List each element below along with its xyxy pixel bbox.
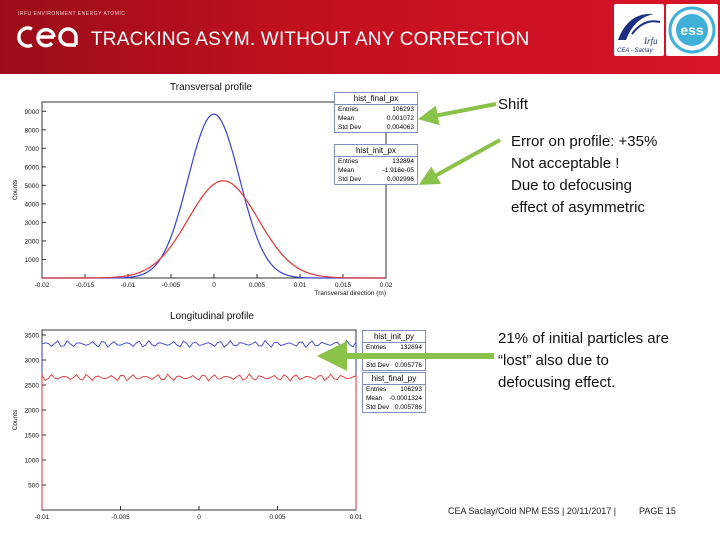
y-tick-label: 3000 — [25, 220, 40, 227]
longitudinal-chart: 500 1000 1500 2000 2500 3000 3500 -0.01 -0.005 0 0… — [12, 329, 363, 521]
x-tick-label: -0.02 — [35, 282, 50, 289]
stat-box-name: hist_final_px — [335, 93, 417, 105]
stat-row: Mean -1.916e-05 — [338, 167, 414, 174]
y-tick-label: 9000 — [25, 109, 40, 116]
stat-row: Entries 106293 — [338, 106, 414, 113]
stat-row: Mean 1.518e-05 — [366, 353, 422, 360]
shift-arrow — [418, 102, 497, 126]
lost-note: 21% of initial particles are “lost” also… — [498, 330, 669, 391]
stat-box-init-py: hist_init_py Entries 132894 Mean 1.518e-05… — [362, 330, 426, 371]
x-tick-label: 0.005 — [269, 514, 286, 521]
x-tick-label: 0.005 — [249, 282, 266, 289]
header-top-text: IRFU ENVIRONMENT ENERGY ATOMIC — [18, 11, 126, 17]
y-axis-label: Counts — [12, 179, 19, 200]
cea-logo — [17, 26, 78, 48]
y-tick-label: 6000 — [25, 164, 40, 171]
series-line-hist_final_px — [42, 180, 386, 279]
y-tick-label: 2000 — [25, 238, 40, 245]
stat-row: Entries 132894 — [366, 344, 422, 351]
x-tick-label: -0.015 — [76, 282, 95, 289]
x-tick-label: -0.005 — [111, 514, 130, 521]
shift-note: Shift — [498, 96, 529, 113]
series-line-hist_final_py — [41, 373, 357, 510]
x-tick-label: 0.015 — [335, 282, 352, 289]
svg-text:Irfu: Irfu — [643, 36, 658, 46]
ess-logo: ess — [666, 4, 718, 56]
stat-row: Mean -0.0001324 — [366, 395, 422, 402]
stat-row: Entries 132894 — [338, 158, 414, 165]
stat-box-init-px: hist_init_px Entries 132894 Mean -1.916e-0… — [334, 144, 418, 185]
x-tick-label: -0.01 — [35, 514, 50, 521]
stat-box-final-py: hist_final_py Entries 106293 Mean -0.00013… — [362, 372, 426, 413]
irfu-label: CEA - Saclay — [617, 48, 653, 54]
x-tick-label: 0.02 — [380, 282, 393, 289]
stat-box-name: hist_init_py — [363, 331, 425, 343]
x-tick-label: 0.01 — [294, 282, 307, 289]
x-tick-label: 0.01 — [350, 514, 363, 521]
stat-box-name: hist_init_px — [335, 145, 417, 157]
y-tick-label: 3000 — [25, 358, 40, 365]
irfu-logo: Irfu CEA - Saclay — [614, 4, 664, 56]
stat-box-final-px: hist_final_px Entries 106293 Mean 0.001072… — [334, 92, 418, 133]
transversal-title: Transversal profile — [170, 82, 252, 93]
error-arrow — [418, 138, 501, 185]
transversal-plot: Transversal profile 1000 2000 3000 4000 5000… — [8, 80, 418, 300]
y-tick-label: 1000 — [25, 458, 40, 465]
stat-row: Std Dev 0.004063 — [338, 124, 414, 131]
y-tick-label: 7000 — [25, 146, 40, 153]
stat-row: Entries 106293 — [366, 386, 422, 393]
longitudinal-plot: Longitudinal profile 500 1000 1500 2000 2500… — [8, 310, 426, 522]
y-tick-label: 2000 — [25, 408, 40, 415]
y-tick-label: 5000 — [25, 183, 40, 190]
svg-text:ess: ess — [680, 22, 704, 38]
plot-frame — [41, 329, 357, 511]
page-number: PAGE 15 — [639, 506, 676, 516]
y-tick-label: 500 — [28, 483, 39, 490]
stat-row: Std Dev 0.005786 — [366, 404, 422, 411]
stat-row: Std Dev 0.005776 — [366, 362, 422, 369]
x-tick-label: 0 — [212, 282, 216, 289]
x-tick-label: -0.005 — [162, 282, 181, 289]
series-line-hist_init_py — [41, 339, 357, 510]
stat-box-name: hist_final_py — [363, 373, 425, 385]
stat-row: Std Dev 0.002996 — [338, 176, 414, 183]
longitudinal-title: Longitudinal profile — [170, 311, 254, 322]
y-tick-label: 8000 — [25, 127, 40, 134]
error-note: Error on profile: +35% Not acceptable ! … — [511, 133, 658, 216]
y-tick-label: 1000 — [25, 257, 40, 264]
series-line-hist_init_px — [42, 113, 386, 279]
x-tick-label: 0 — [197, 514, 201, 521]
header-banner: IRFU ENVIRONMENT ENERGY ATOMIC TRACKING … — [0, 0, 720, 74]
y-tick-label: 1500 — [25, 433, 40, 440]
transversal-chart: 1000 2000 3000 4000 5000 6000 7000 8000 9000 -0.0… — [12, 101, 393, 297]
y-axis-label: Counts — [12, 409, 19, 430]
footer-text: CEA Saclay/Cold NPM ESS | 20/11/2017 | — [448, 506, 617, 516]
x-axis-label: Transversal direction (m) — [314, 290, 386, 297]
y-tick-label: 2500 — [25, 383, 40, 390]
stat-row: Mean 0.001072 — [338, 115, 414, 122]
y-tick-label: 4000 — [25, 201, 40, 208]
page-title: TRACKING ASYM. WITHOUT ANY CORRECTION — [91, 29, 530, 50]
y-tick-label: 3500 — [25, 333, 40, 340]
x-tick-label: -0.01 — [121, 282, 136, 289]
